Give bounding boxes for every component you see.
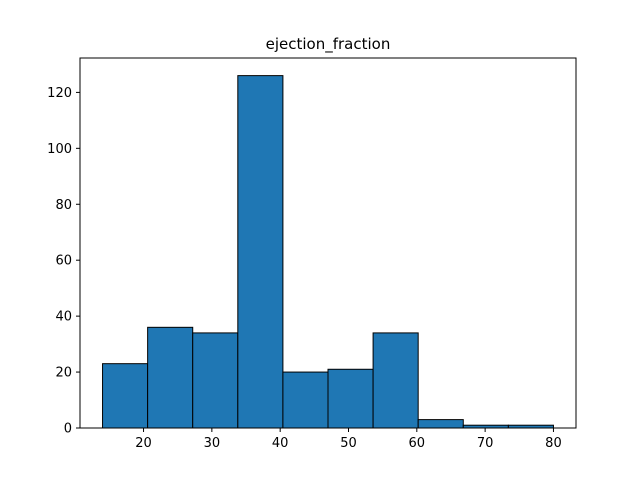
x-tick-label: 60 bbox=[409, 436, 426, 451]
bars-group bbox=[102, 75, 554, 429]
y-tick-label: 120 bbox=[47, 86, 72, 101]
y-tick-label: 60 bbox=[55, 254, 72, 269]
x-tick-label: 30 bbox=[204, 436, 221, 451]
histogram-bar bbox=[327, 368, 374, 429]
chart-title: ejection_fraction bbox=[266, 35, 391, 54]
y-tick-label: 100 bbox=[47, 142, 72, 157]
y-tick-label: 0 bbox=[64, 422, 72, 437]
plot-frame bbox=[79, 57, 577, 429]
histogram-bar bbox=[147, 326, 194, 429]
x-tick-label: 70 bbox=[477, 436, 494, 451]
x-tick-label: 80 bbox=[545, 436, 562, 451]
y-tick-label: 20 bbox=[55, 366, 72, 381]
histogram-bar bbox=[417, 419, 464, 429]
histogram-bar bbox=[192, 332, 239, 429]
histogram-bar bbox=[102, 363, 149, 429]
histogram-bar bbox=[282, 371, 329, 429]
y-tick-label: 80 bbox=[55, 198, 72, 213]
y-axis: 0 20 40 60 80 100 120 bbox=[47, 86, 80, 437]
y-tick-label: 40 bbox=[55, 310, 72, 325]
x-tick-label: 50 bbox=[340, 436, 357, 451]
x-tick-label: 40 bbox=[272, 436, 289, 451]
histogram-bar bbox=[372, 332, 419, 429]
x-axis: 20 30 40 50 60 70 80 bbox=[135, 428, 562, 451]
histogram-bar bbox=[237, 75, 284, 429]
x-tick-label: 20 bbox=[135, 436, 152, 451]
